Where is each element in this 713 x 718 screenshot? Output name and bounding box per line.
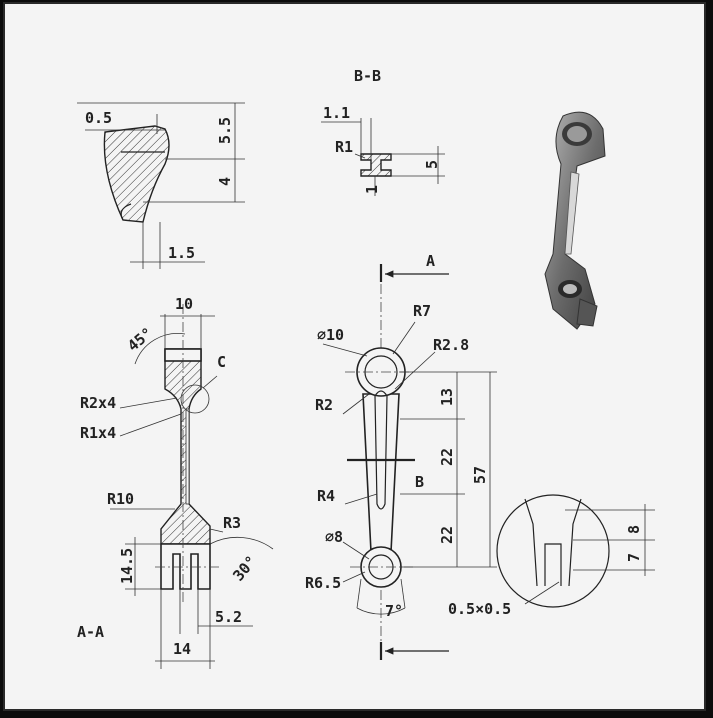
dim-22-upper: 22: [438, 448, 456, 466]
dim-r4: R4: [317, 487, 335, 505]
isometric-part-render: [544, 111, 606, 330]
dim-r7: R7: [413, 302, 431, 320]
dim-5-5: 5.5: [216, 117, 234, 144]
dim-1-1: 1.1: [323, 104, 350, 122]
dim-phi8: ∅8: [325, 528, 343, 546]
cut-marker-a: A: [426, 252, 435, 270]
detail-c-label: C: [217, 353, 226, 371]
dim-1-5: 1.5: [168, 244, 195, 262]
dim-r3: R3: [223, 514, 241, 532]
dim-chamfer: 0.5×0.5: [448, 600, 511, 618]
dim-13: 13: [438, 388, 456, 406]
section-aa-view: [110, 304, 274, 669]
dim-30deg: 30°: [229, 552, 260, 584]
front-view: [322, 264, 497, 660]
technical-drawing: 0.5 5.5 4 1.5 B-B 1.1 R1 5 1 A-A: [77, 67, 655, 669]
dim-5-2: 5.2: [215, 608, 242, 626]
dim-r6-5: R6.5: [305, 574, 341, 592]
profile-detail-view: [77, 102, 245, 269]
dim-7deg: 7°: [385, 602, 403, 620]
dim-4: 4: [216, 177, 234, 186]
dim-14: 14: [173, 640, 191, 658]
dim-7: 7: [625, 553, 643, 562]
drawing-sheet: 0.5 5.5 4 1.5 B-B 1.1 R1 5 1 A-A: [3, 2, 706, 711]
dim-22-lower: 22: [438, 526, 456, 544]
detail-c-view: [496, 494, 655, 608]
section-aa-label: A-A: [77, 623, 104, 641]
dim-phi10: ∅10: [317, 326, 344, 344]
dim-r1x4: R1x4: [80, 424, 116, 442]
dim-57: 57: [471, 466, 489, 484]
dim-r2-8: R2.8: [433, 336, 469, 354]
cut-marker-b: B: [415, 473, 424, 491]
dim-0-5: 0.5: [85, 109, 112, 127]
dim-r2: R2: [315, 396, 333, 414]
dim-10: 10: [175, 295, 193, 313]
dim-1: 1: [363, 185, 381, 194]
section-bb-label: B-B: [354, 67, 381, 85]
dim-r10: R10: [107, 490, 134, 508]
dim-45deg: 45°: [124, 324, 156, 355]
dim-5: 5: [423, 160, 441, 169]
dim-14-5: 14.5: [118, 548, 136, 584]
dim-r1: R1: [335, 138, 353, 156]
dim-8: 8: [625, 525, 643, 534]
section-bb-view: [321, 118, 445, 196]
dim-r2x4: R2x4: [80, 394, 116, 412]
